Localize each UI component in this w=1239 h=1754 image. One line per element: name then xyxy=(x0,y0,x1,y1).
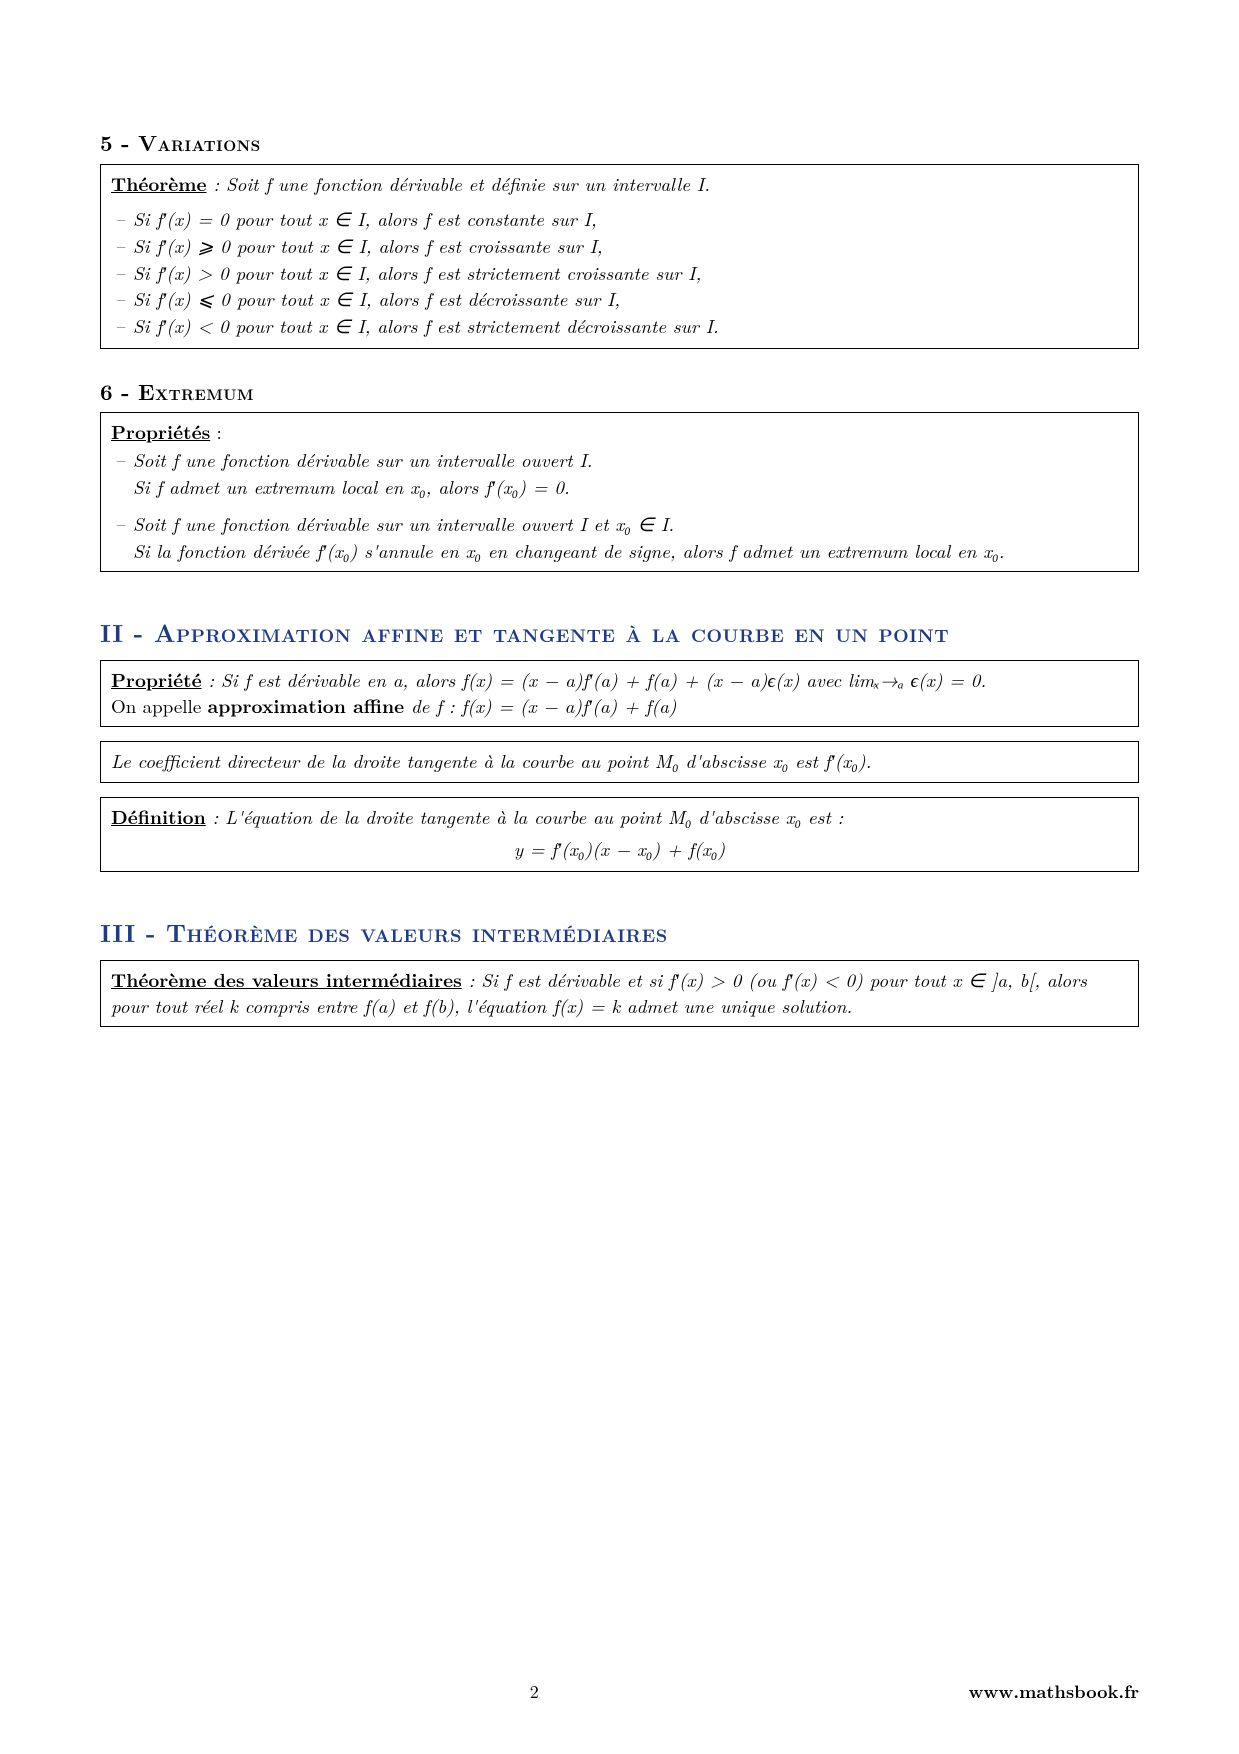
theorem-box-ivt: Théorème des valeurs intermédiaires : Si… xyxy=(100,960,1139,1027)
tangent-equation: y = f′(x₀)(x − x₀) + f(x₀) xyxy=(111,836,1128,862)
list-item: Si f′(x) ⩽ 0 pour tout x ∈ I, alors f es… xyxy=(111,286,1128,312)
approx-pre: On appelle xyxy=(111,692,208,719)
properties-intro: Propriétés : xyxy=(111,419,1128,445)
note-box-coefficient: Le coefficient directeur de la droite ta… xyxy=(100,741,1139,783)
theorem-label: Théorème xyxy=(111,169,207,197)
section-6-title: Extremum xyxy=(138,376,254,407)
property-box-affine: Propriété : Si f est dérivable en a, alo… xyxy=(100,660,1139,727)
list-item: Si f′(x) = 0 pour tout x ∈ I, alors f es… xyxy=(111,206,1128,232)
theorem-list: Si f′(x) = 0 pour tout x ∈ I, alors f es… xyxy=(111,206,1128,338)
section-5-heading: 5 - Variations xyxy=(100,128,1139,158)
theorem-intro-text: : Soit f une fonction dérivable et défin… xyxy=(207,170,710,197)
section-5-number: 5 - xyxy=(100,127,138,158)
list-item: Si f′(x) ⩾ 0 pour tout x ∈ I, alors f es… xyxy=(111,233,1128,259)
list-item: Soit f une fonction dérivable sur un int… xyxy=(111,447,1128,473)
section-III-roman: III - xyxy=(100,915,166,950)
definition-text: : L'équation de la droite tangente à la … xyxy=(206,803,844,830)
section-6-heading: 6 - Extremum xyxy=(100,377,1139,407)
definition-line: Définition : L'équation de la droite tan… xyxy=(111,804,1128,830)
section-II-title: Approximation affine et tangente à la co… xyxy=(154,615,949,650)
approx-rest: de f : f(x) = (x − a)f′(a) + f(a) xyxy=(404,692,676,719)
properties-colon: : xyxy=(210,418,222,445)
definition-label: Définition xyxy=(111,802,206,830)
property-label: Propriété xyxy=(111,665,202,693)
list-item: Soit f une fonction dérivable sur un int… xyxy=(111,511,1128,537)
list-item-continuation: Si la fonction dérivée f′(x₀) s'annule e… xyxy=(111,538,1128,564)
list-item: Si f′(x) < 0 pour tout x ∈ I, alors f es… xyxy=(111,313,1128,339)
theorem-intro: Théorème : Soit f une fonction dérivable… xyxy=(111,171,1128,197)
section-5-title: Variations xyxy=(138,127,261,158)
list-item: Si f′(x) > 0 pour tout x ∈ I, alors f es… xyxy=(111,260,1128,286)
theorem-box-variations: Théorème : Soit f une fonction dérivable… xyxy=(100,164,1139,349)
definition-box-tangent: Définition : L'équation de la droite tan… xyxy=(100,797,1139,872)
section-III-heading: III - Théorème des valeurs intermédiaire… xyxy=(100,916,1139,950)
section-6-number: 6 - xyxy=(100,376,138,407)
property-text: : Si f est dérivable en a, alors f(x) = … xyxy=(202,666,987,693)
list-item-continuation: Si f admet un extremum local en x₀, alor… xyxy=(111,474,1128,500)
property-line1: Propriété : Si f est dérivable en a, alo… xyxy=(111,667,1128,693)
page-footer: 2 www.mathsbook.fr xyxy=(100,1680,1139,1704)
approx-bold: approximation affine xyxy=(208,691,405,719)
section-II-heading: II - Approximation affine et tangente à … xyxy=(100,616,1139,650)
properties-box-extremum: Propriétés : Soit f une fonction dérivab… xyxy=(100,412,1139,572)
properties-label: Propriétés xyxy=(111,417,210,445)
section-III-title: Théorème des valeurs intermédiaires xyxy=(166,915,668,950)
section-II-roman: II - xyxy=(100,615,154,650)
page-number: 2 xyxy=(530,1680,539,1704)
ivt-label: Théorème des valeurs intermédiaires xyxy=(111,965,462,993)
property-line2: On appelle approximation affine de f : f… xyxy=(111,693,1128,719)
footer-site: www.mathsbook.fr xyxy=(968,1680,1139,1704)
